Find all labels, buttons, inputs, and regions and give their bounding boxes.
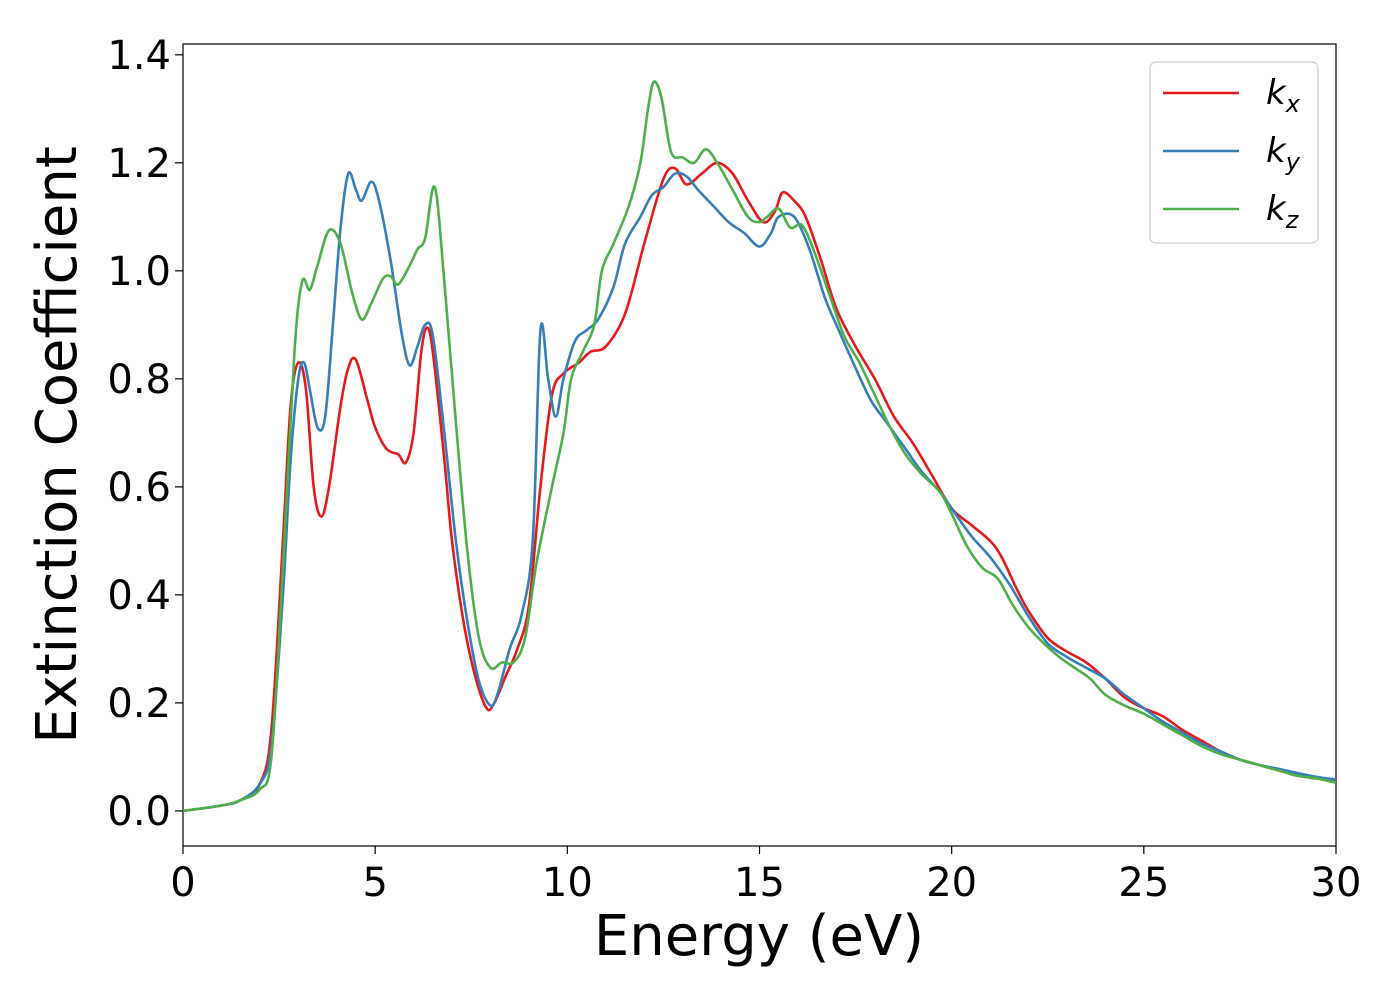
x-tick-label: 5 bbox=[362, 860, 387, 906]
series-line-ky bbox=[182, 171, 1337, 813]
x-axis-ticks: 0 5 10 15 20 25 30 bbox=[170, 846, 1361, 906]
y-tick-label: 0.2 bbox=[107, 681, 171, 727]
legend-box bbox=[1149, 61, 1319, 244]
legend-label-subscript: z bbox=[1285, 206, 1300, 234]
x-tick-label: 10 bbox=[542, 860, 593, 906]
legend-label-base: k bbox=[1266, 189, 1287, 229]
y-tick-label: 0.6 bbox=[107, 465, 171, 511]
x-tick-label: 20 bbox=[926, 860, 977, 906]
series-line-kz bbox=[182, 80, 1337, 813]
y-tick-label: 1.0 bbox=[107, 249, 171, 295]
legend-label-base: k bbox=[1266, 131, 1287, 171]
y-tick-label: 1.2 bbox=[107, 141, 171, 187]
legend-label-subscript: x bbox=[1285, 90, 1301, 118]
x-axis-label: Energy (eV) bbox=[594, 904, 924, 969]
x-tick-label: 0 bbox=[170, 860, 195, 906]
legend-label-kz: kz bbox=[1266, 189, 1300, 234]
legend-label-kx: kx bbox=[1266, 73, 1301, 118]
y-axis-label: Extinction Coefficient bbox=[25, 146, 90, 744]
x-tick-label: 15 bbox=[734, 860, 785, 906]
y-tick-label: 0.8 bbox=[107, 357, 171, 403]
legend-label-subscript: y bbox=[1285, 148, 1301, 176]
series-lines bbox=[182, 80, 1337, 813]
series-line-kx bbox=[182, 161, 1337, 813]
y-tick-label: 1.4 bbox=[107, 33, 171, 79]
legend-label-base: k bbox=[1266, 73, 1287, 113]
x-tick-label: 30 bbox=[1311, 860, 1362, 906]
x-tick-label: 25 bbox=[1118, 860, 1169, 906]
y-tick-label: 0.4 bbox=[107, 573, 171, 619]
y-tick-label: 0.0 bbox=[107, 789, 171, 835]
y-axis-ticks: 0.0 0.2 0.4 0.6 0.8 1.0 1.2 1.4 bbox=[107, 33, 183, 835]
legend-label-ky: ky bbox=[1266, 131, 1301, 176]
